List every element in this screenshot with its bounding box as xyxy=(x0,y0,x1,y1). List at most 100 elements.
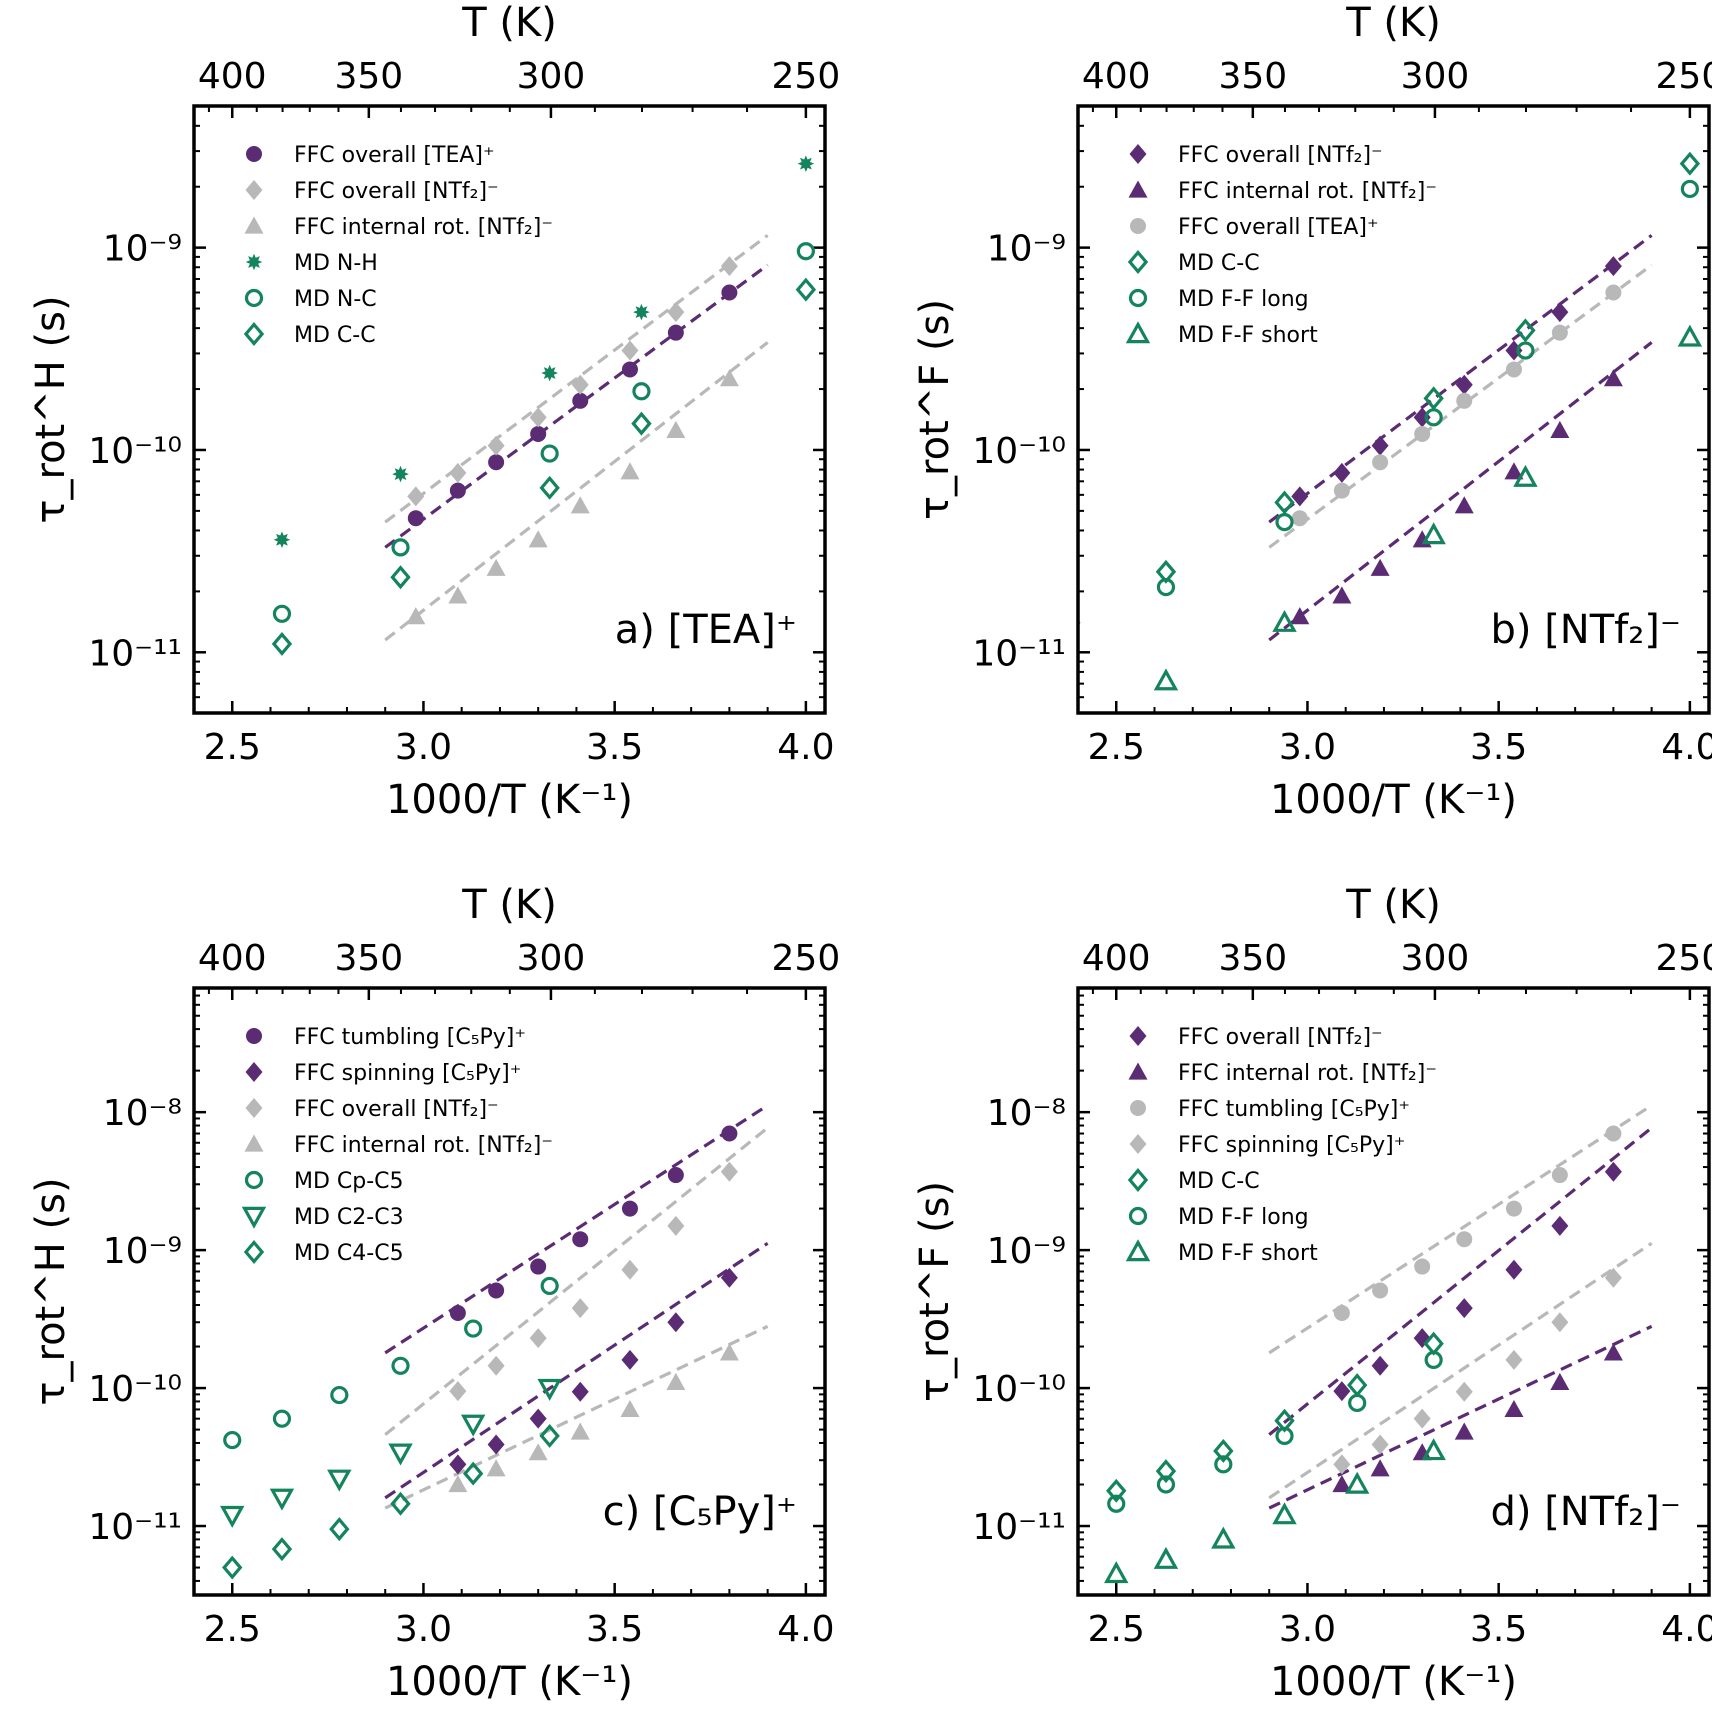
top-tick-label: 350 xyxy=(334,56,403,97)
data-point xyxy=(390,565,411,590)
fit-line xyxy=(384,341,769,642)
data-point xyxy=(1551,302,1569,323)
data-point xyxy=(1456,1231,1473,1248)
legend-marker xyxy=(245,1062,263,1082)
legend-marker xyxy=(1128,1062,1148,1080)
legend-marker xyxy=(243,322,265,346)
data-point xyxy=(1505,1259,1523,1280)
data-point xyxy=(407,510,424,527)
top-axis-label: T (K) xyxy=(461,0,557,46)
top-tick-label: 400 xyxy=(198,56,267,97)
data-point xyxy=(1424,1350,1443,1370)
data-point xyxy=(721,284,738,301)
legend-marker xyxy=(1129,1134,1147,1154)
data-point xyxy=(796,242,815,261)
data-point xyxy=(528,530,548,548)
data-point xyxy=(1603,1343,1623,1361)
x-tick-label: 3.0 xyxy=(395,727,452,768)
data-point xyxy=(1421,1438,1446,1461)
data-point xyxy=(1454,496,1474,514)
data-point xyxy=(1550,1372,1570,1390)
top-tick-label: 250 xyxy=(772,56,841,97)
data-point xyxy=(1272,609,1297,632)
legend-marker xyxy=(1130,218,1146,234)
data-point xyxy=(1275,1426,1294,1446)
data-point xyxy=(572,392,589,409)
data-point xyxy=(272,604,292,623)
data-point xyxy=(530,425,547,442)
top-tick-label: 300 xyxy=(517,938,586,979)
data-point xyxy=(621,1349,639,1370)
y-tick-label: 10⁻⁹ xyxy=(987,1231,1066,1272)
data-point xyxy=(539,475,560,500)
top-tick-label: 350 xyxy=(1218,938,1287,979)
top-tick-label: 350 xyxy=(334,938,403,979)
plot-frame xyxy=(192,104,827,715)
data-point xyxy=(1213,1438,1234,1463)
legend-marker xyxy=(1128,288,1148,308)
data-points xyxy=(271,155,817,656)
x-tick-label: 4.0 xyxy=(777,1609,834,1650)
data-point xyxy=(449,482,466,499)
panel-d: 2.5 3.0 3.5 4.0 400 350 300 250 10⁻¹¹ 10⁻¹⁰ 10⁻⁹ 10… xyxy=(912,882,1712,1705)
data-point xyxy=(327,1469,352,1492)
x-tick-label: 3.0 xyxy=(395,1609,452,1650)
data-point xyxy=(540,1276,559,1296)
legend-label: FFC overall [NTf₂]⁻ xyxy=(1178,143,1383,168)
data-point xyxy=(220,1505,245,1528)
data-point xyxy=(571,1298,589,1319)
legend-label: FFC internal rot. [NTf₂]⁻ xyxy=(1178,179,1437,204)
legend-marker xyxy=(241,1206,267,1229)
data-point xyxy=(1104,1561,1129,1584)
data-point xyxy=(486,558,506,576)
data-point xyxy=(1370,1459,1390,1477)
data-point xyxy=(720,1267,738,1288)
data-point xyxy=(1455,1298,1473,1319)
data-point xyxy=(540,444,559,463)
y-tick-label: 10⁻¹⁰ xyxy=(972,431,1066,472)
data-point xyxy=(1505,1200,1522,1217)
data-point xyxy=(1107,1494,1126,1513)
data-point xyxy=(1679,151,1701,176)
y-axis-label: τ_rot^H (s) xyxy=(28,295,74,523)
fit-line xyxy=(1268,341,1653,642)
x-axis-label: 1000/T (K⁻¹) xyxy=(1270,777,1517,823)
data-point xyxy=(272,1409,292,1428)
x-tick-label: 4.0 xyxy=(1661,1609,1712,1650)
top-tick-label: 400 xyxy=(1082,938,1151,979)
x-axis-label: 1000/T (K⁻¹) xyxy=(386,1659,633,1705)
fit-line xyxy=(384,234,769,524)
data-point xyxy=(1551,324,1568,341)
data-point xyxy=(537,1378,562,1401)
data-point xyxy=(391,1356,410,1375)
axis-ticks: 2.5 3.0 3.5 4.0 400 350 300 250 10⁻¹¹ 10⁻¹⁰ 10⁻⁹ xyxy=(972,56,1712,768)
data-point xyxy=(1413,1408,1431,1429)
legend-label: FFC overall [NTf₂]⁻ xyxy=(294,179,499,204)
data-point xyxy=(530,1258,547,1275)
data-point xyxy=(1290,607,1310,625)
data-point xyxy=(1291,510,1308,527)
data-point xyxy=(529,1328,547,1349)
legend-label: FFC overall [TEA]⁺ xyxy=(294,143,495,168)
legend-marker xyxy=(243,1240,265,1264)
plot-frame xyxy=(1076,104,1711,715)
data-point xyxy=(448,1474,468,1493)
top-tick-label: 400 xyxy=(198,938,267,979)
data-point xyxy=(667,1312,685,1333)
x-axis-label: 1000/T (K⁻¹) xyxy=(386,777,633,823)
data-point xyxy=(1455,374,1473,395)
data-point xyxy=(1078,619,1081,626)
data-point xyxy=(667,302,685,323)
legend-marker xyxy=(244,216,264,234)
data-point xyxy=(1505,361,1522,378)
data-point xyxy=(1414,1258,1431,1275)
data-point xyxy=(1211,1526,1236,1549)
data-point xyxy=(1332,1474,1352,1493)
data-point xyxy=(632,382,651,401)
axis-ticks: 2.5 3.0 3.5 4.0 400 350 300 250 10⁻¹¹ 10⁻¹⁰ 10⁻⁹ 10… xyxy=(972,938,1712,1650)
data-point xyxy=(1346,1373,1368,1398)
legend-marker xyxy=(244,288,264,308)
legend-marker xyxy=(1129,1026,1147,1046)
data-point xyxy=(1272,1502,1297,1525)
